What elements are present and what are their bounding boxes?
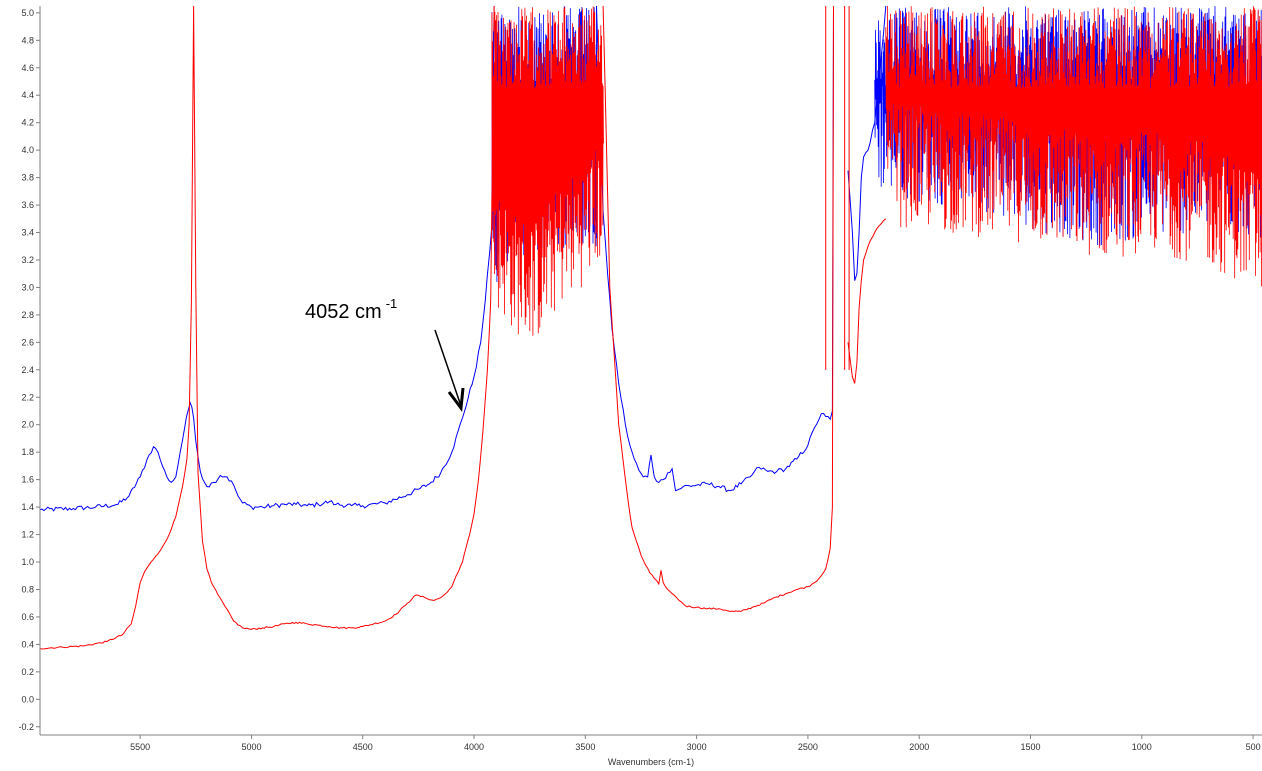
- series-4-line: [602, 5, 834, 613]
- series-7-noise: [491, 6, 604, 336]
- y-tick-label-2: 0.2: [21, 667, 34, 677]
- y-tick-label-14: 2.6: [21, 337, 34, 347]
- y-tick-label-6: 1.0: [21, 557, 34, 567]
- y-tick-label-0: -0.2: [18, 722, 34, 732]
- y-tick-label-9: 1.6: [21, 475, 34, 485]
- series-layer: [39, 5, 1262, 650]
- axes-layer: [39, 6, 1262, 736]
- y-tick-label-10: 1.8: [21, 447, 34, 457]
- ticks-layer: -0.2 0.0 0.2 0.4 0.6 0.8 1.0 1.2 1.4 1.6 1.8 2.0 2.2…: [18, 8, 1260, 752]
- x-tick-label-1: 5000: [241, 742, 261, 752]
- x-tick-label-9: 1000: [1132, 742, 1152, 752]
- annotation: 4052 cm -1: [305, 296, 465, 412]
- x-tick-label-6: 2500: [798, 742, 818, 752]
- x-tick-label-5: 3000: [687, 742, 707, 752]
- x-axis-title: Wavenumbers (cm-1): [608, 757, 694, 767]
- y-tick-label-20: 3.8: [21, 173, 34, 183]
- y-tick-label-8: 1.4: [21, 502, 34, 512]
- y-tick-label-13: 2.4: [21, 365, 34, 375]
- series-1-line: [596, 5, 834, 493]
- series-9-noise: [885, 5, 1262, 288]
- y-tick-label-21: 4.0: [21, 145, 34, 155]
- y-tick-label-19: 3.6: [21, 200, 34, 210]
- y-tick-label-24: 4.6: [21, 63, 34, 73]
- y-tick-label-26: 5.0: [21, 8, 34, 18]
- annotation-label: 4052 cm -1: [305, 296, 397, 323]
- y-tick-label-7: 1.2: [21, 530, 34, 540]
- x-tick-label-3: 4000: [464, 742, 484, 752]
- x-tick-label-2: 4500: [353, 742, 373, 752]
- x-tick-label-4: 3500: [575, 742, 595, 752]
- y-tick-label-18: 3.4: [21, 228, 34, 238]
- x-tick-label-10: 500: [1246, 742, 1261, 752]
- y-tick-label-5: 0.8: [21, 584, 34, 594]
- y-tick-label-4: 0.6: [21, 612, 34, 622]
- annotation-arrowhead: [447, 387, 465, 412]
- y-tick-label-17: 3.2: [21, 255, 34, 265]
- y-tick-label-23: 4.4: [21, 90, 34, 100]
- y-tick-label-15: 2.8: [21, 310, 34, 320]
- y-tick-label-22: 4.2: [21, 118, 34, 128]
- y-tick-label-11: 2.0: [21, 420, 34, 430]
- x-tick-label-8: 1500: [1020, 742, 1040, 752]
- y-tick-label-3: 0.4: [21, 639, 34, 649]
- y-tick-label-25: 4.8: [21, 35, 34, 45]
- annotation-arrow-line: [434, 329, 462, 407]
- y-tick-label-1: 0.0: [21, 694, 34, 704]
- y-tick-label-16: 3.0: [21, 282, 34, 292]
- series-5-line: [847, 218, 887, 384]
- series-0-line: [39, 5, 495, 512]
- x-tick-label-7: 2000: [909, 742, 929, 752]
- y-tick-label-12: 2.2: [21, 392, 34, 402]
- series-3-line: [39, 5, 495, 650]
- x-tick-label-0: 5500: [130, 742, 150, 752]
